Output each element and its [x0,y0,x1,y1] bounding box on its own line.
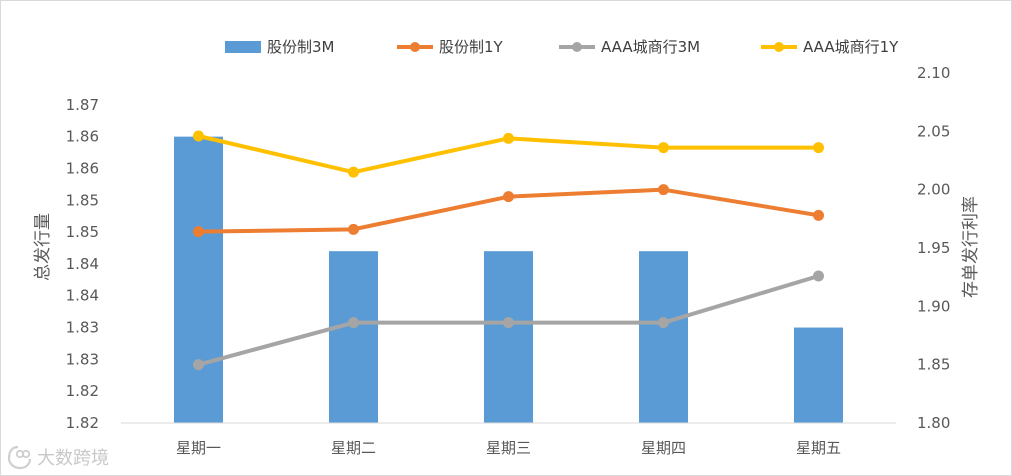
left-axis-ticks: 1.82 1.82 1.83 1.83 1.84 1.84 1.85 1.85 1.86 1.86… [66,96,99,432]
point-AAA城商行1Y [193,130,204,142]
left-tick-label: 1.83 [66,319,99,337]
bar-股份制3M [174,136,223,424]
right-axis-title: 存单发行利率 [961,196,981,298]
right-tick-label: 1.90 [917,297,950,315]
bar-股份制3M [484,251,533,423]
line-series [193,130,824,371]
bar-股份制3M [794,327,843,423]
x-tick-label: 星期二 [331,439,376,457]
right-axis-ticks: 1.80 1.85 1.90 1.95 2.00 2.05 2.10 [917,64,950,432]
left-axis-title: 总发行量 [33,213,53,281]
dashu-logo-icon [7,445,32,470]
legend-label: 股份制3M [267,38,335,56]
point-AAA城商行3M [813,270,824,282]
point-AAA城商行1Y [813,142,824,154]
point-AAA城商行1Y [348,166,359,178]
legend-label: 股份制1Y [439,38,504,56]
point-股份制1Y [193,226,204,238]
point-股份制1Y [658,184,669,196]
point-AAA城商行3M [503,317,514,329]
point-AAA城商行3M [193,359,204,371]
legend-item: AAA城商行3M [559,38,700,56]
watermark-text: 大数跨境 [37,448,109,469]
legend-label: AAA城商行3M [601,38,700,56]
left-tick-label: 1.86 [66,159,99,177]
right-tick-label: 1.85 [917,356,950,374]
right-tick-label: 2.05 [917,122,950,140]
point-股份制1Y [348,223,359,235]
legend-label: AAA城商行1Y [803,38,899,56]
point-股份制1Y [503,191,514,203]
x-tick-label: 星期一 [176,439,221,457]
left-tick-label: 1.82 [66,414,99,432]
legend-marker [410,42,420,52]
right-tick-label: 1.95 [917,239,950,257]
legend-item: 股份制1Y [397,38,504,56]
left-tick-label: 1.83 [66,350,99,368]
x-axis-ticks: 星期一 星期二 星期三 星期四 星期五 [176,439,841,457]
point-AAA城商行3M [348,317,359,329]
left-tick-label: 1.87 [66,96,99,114]
bar-股份制3M [639,251,688,423]
point-股份制1Y [813,209,824,221]
left-tick-label: 1.85 [66,223,99,241]
left-tick-label: 1.85 [66,191,99,209]
left-tick-label: 1.86 [66,128,99,146]
left-tick-label: 1.82 [66,382,99,400]
legend-item: AAA城商行1Y [761,38,899,56]
legend-marker [572,42,582,52]
left-tick-label: 1.84 [66,287,99,305]
right-tick-label: 2.10 [917,64,950,82]
left-tick-label: 1.84 [66,255,99,273]
point-AAA城商行3M [658,317,669,329]
watermark: 大数跨境 [7,445,109,470]
bar-股份制3M [329,251,378,423]
legend-swatch [225,41,261,53]
point-AAA城商行1Y [658,142,669,154]
x-tick-label: 星期四 [641,439,686,457]
x-tick-label: 星期三 [486,439,531,457]
bar-series [174,136,843,424]
legend: 股份制3M 股份制1Y AAA城商行3M AAA城商行1Y [225,38,899,56]
right-tick-label: 2.00 [917,181,950,199]
legend-marker [774,42,784,52]
right-tick-label: 1.80 [917,414,950,432]
legend-item: 股份制3M [225,38,335,56]
point-AAA城商行1Y [503,132,514,144]
x-tick-label: 星期五 [796,439,841,457]
